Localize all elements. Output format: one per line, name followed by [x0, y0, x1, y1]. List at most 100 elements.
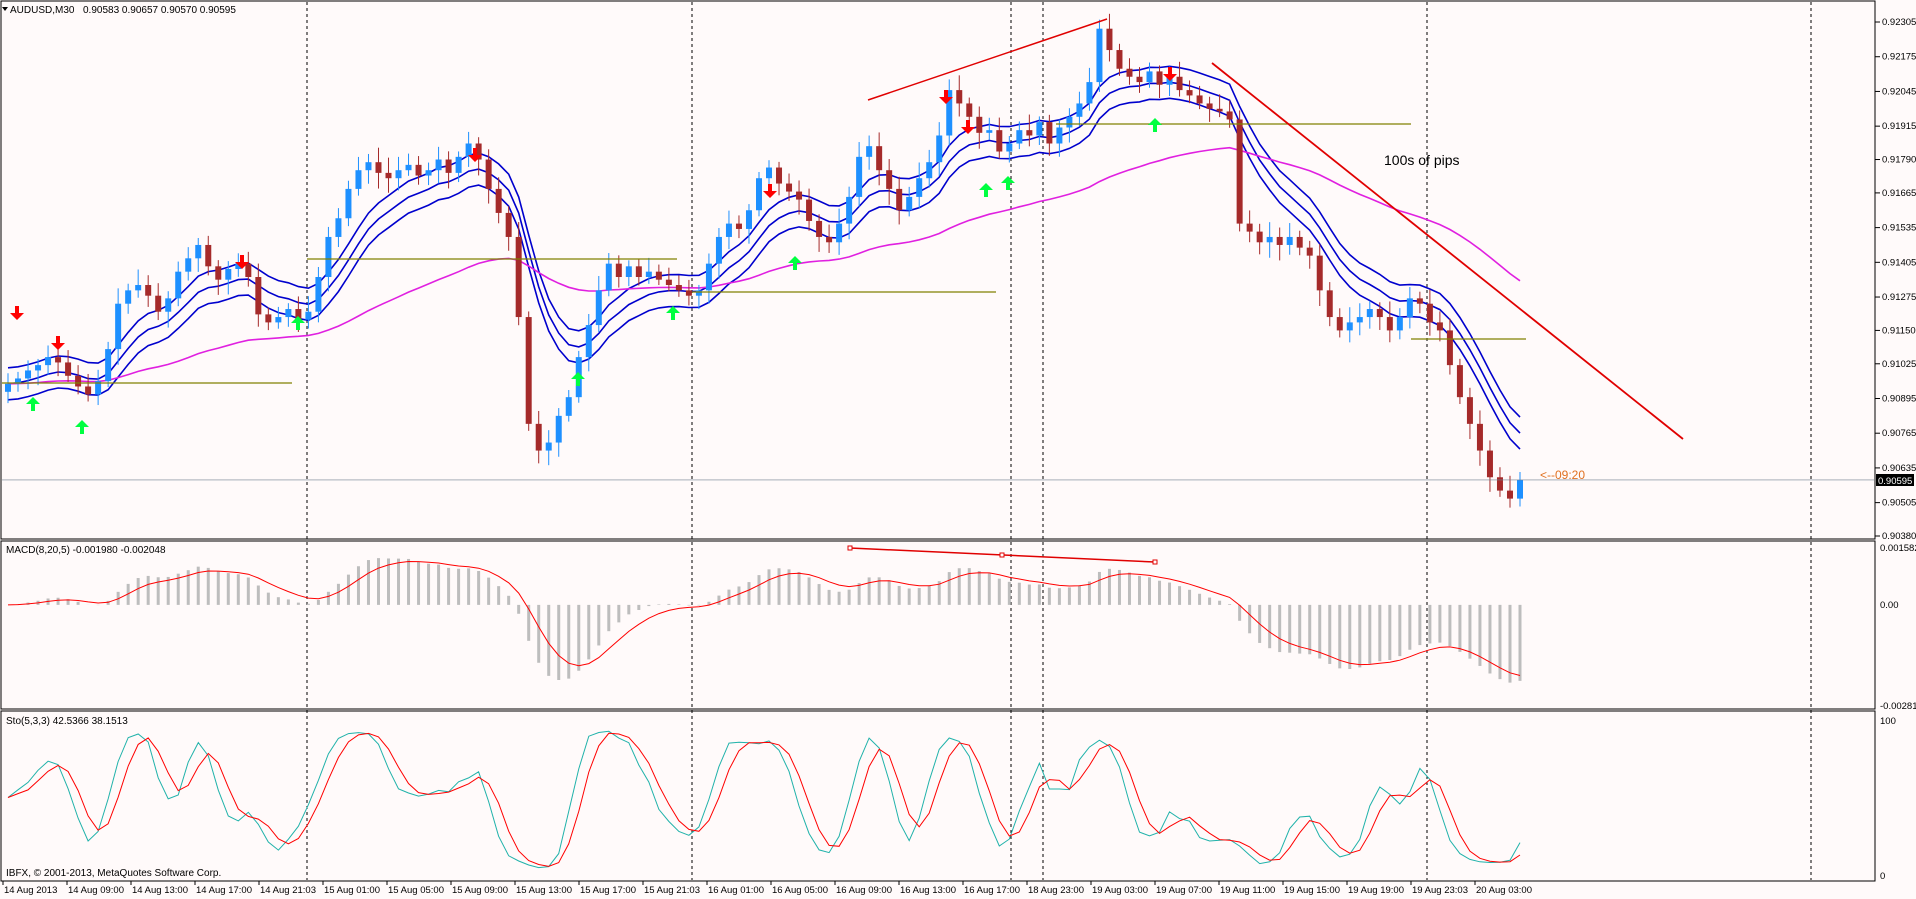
candle-body — [1076, 103, 1083, 117]
candle-body — [245, 263, 252, 278]
candle-body — [1256, 231, 1263, 243]
candle-body — [585, 325, 592, 358]
candle-body — [786, 183, 793, 192]
price-tick-label: 0.90765 — [1882, 428, 1916, 439]
candle-body — [125, 290, 132, 304]
time-tick-label: 15 Aug 01:00 — [324, 885, 380, 896]
price-tick-label: 0.90895 — [1882, 393, 1916, 404]
macd-tick-label: -0.002812 — [1880, 701, 1916, 712]
time-tick-label: 16 Aug 13:00 — [900, 885, 956, 896]
time-tick-label: 18 Aug 23:00 — [1028, 885, 1084, 896]
candle-body — [705, 263, 712, 291]
candle-body — [1126, 68, 1133, 77]
candle-body — [776, 167, 783, 184]
candle-body — [1286, 236, 1293, 245]
candle-body — [1166, 76, 1173, 85]
buy-arrow-icon — [788, 256, 802, 270]
candle-body — [405, 164, 412, 171]
candle-body — [1346, 322, 1353, 331]
stoch-panel[interactable] — [0, 710, 1876, 882]
candle-body — [325, 236, 332, 278]
macd-signal-line — [7, 560, 1521, 676]
candle-body — [365, 162, 372, 171]
candle-body — [75, 375, 82, 387]
time-tick-label: 14 Aug 09:00 — [68, 885, 124, 896]
buy-arrow-icon — [1148, 118, 1162, 132]
time-tick-label: 16 Aug 05:00 — [772, 885, 828, 896]
candle-body — [876, 146, 883, 171]
time-tick-label: 20 Aug 03:00 — [1476, 885, 1532, 896]
time-tick-label: 19 Aug 07:00 — [1156, 885, 1212, 896]
candle-body — [1296, 236, 1303, 248]
candle-body — [1486, 450, 1493, 478]
candle-body — [425, 170, 432, 176]
price-tick-label: 0.91025 — [1882, 359, 1916, 370]
candle-body — [1326, 290, 1333, 318]
candle-body — [735, 223, 742, 229]
trend-line-down — [1211, 62, 1684, 440]
candle-body — [1466, 397, 1473, 424]
candle-body — [155, 295, 162, 312]
candle-body — [1096, 28, 1103, 83]
candle-body — [1136, 76, 1143, 83]
collapse-triangle-icon[interactable] — [2, 7, 8, 11]
candle-body — [655, 271, 662, 280]
price-tick-label: 0.90380 — [1882, 531, 1916, 542]
candle-body — [1446, 330, 1453, 366]
candle-body — [45, 357, 52, 366]
time-tick-label: 19 Aug 15:00 — [1284, 885, 1340, 896]
price-tick-label: 0.90635 — [1882, 463, 1916, 474]
candle-body — [1396, 317, 1403, 331]
candle-body — [565, 397, 572, 416]
candle-body — [675, 285, 682, 291]
candle-body — [1206, 103, 1213, 109]
candle-body — [135, 285, 142, 291]
candle-body — [25, 370, 32, 379]
candle-body — [796, 191, 803, 200]
candle-body — [465, 143, 472, 157]
candle-body — [816, 220, 823, 237]
price-panel[interactable] — [0, 0, 1876, 540]
candle-body — [85, 386, 92, 395]
candle-body — [485, 159, 492, 189]
candle-body — [1226, 111, 1233, 120]
candle-body — [285, 309, 292, 318]
macd-tick-label: 0.00 — [1880, 600, 1899, 611]
buy-arrow-icon — [571, 372, 585, 386]
candle-body — [105, 349, 112, 382]
sell-arrow-icon — [1163, 67, 1177, 81]
candle-body — [545, 442, 552, 451]
price-tick-label: 0.92045 — [1882, 86, 1916, 97]
stoch-tick-label: 0 — [1880, 871, 1885, 882]
candle-body — [1356, 317, 1363, 323]
candle-body — [195, 244, 202, 259]
macd-panel[interactable] — [0, 540, 1876, 710]
candle-body — [1276, 236, 1283, 245]
price-tick-label: 0.90505 — [1882, 498, 1916, 509]
candle-body — [1496, 477, 1503, 491]
candle-body — [1186, 90, 1193, 96]
sell-arrow-icon — [10, 306, 24, 320]
candle-body — [1116, 50, 1123, 69]
candle-body — [1006, 143, 1013, 152]
candle-body — [415, 164, 422, 176]
candle-body — [695, 290, 702, 296]
price-tick-label: 0.91275 — [1882, 292, 1916, 303]
candle-body — [715, 236, 722, 264]
candle-body — [65, 362, 72, 376]
candle-body — [525, 317, 532, 424]
candle-body — [1216, 108, 1223, 112]
candle-body — [15, 378, 22, 384]
candle-body — [1056, 127, 1063, 144]
candle-body — [685, 290, 692, 296]
candle-body — [1416, 298, 1423, 304]
time-tick-label: 19 Aug 11:00 — [1220, 885, 1275, 896]
buy-arrow-icon — [26, 397, 40, 411]
candle-body — [1016, 130, 1023, 144]
price-tick-label: 0.92175 — [1882, 52, 1916, 63]
buy-arrow-icon — [291, 316, 305, 330]
candle-body — [956, 90, 963, 104]
price-tick-label: 0.91915 — [1882, 121, 1916, 132]
candle-body — [395, 170, 402, 179]
